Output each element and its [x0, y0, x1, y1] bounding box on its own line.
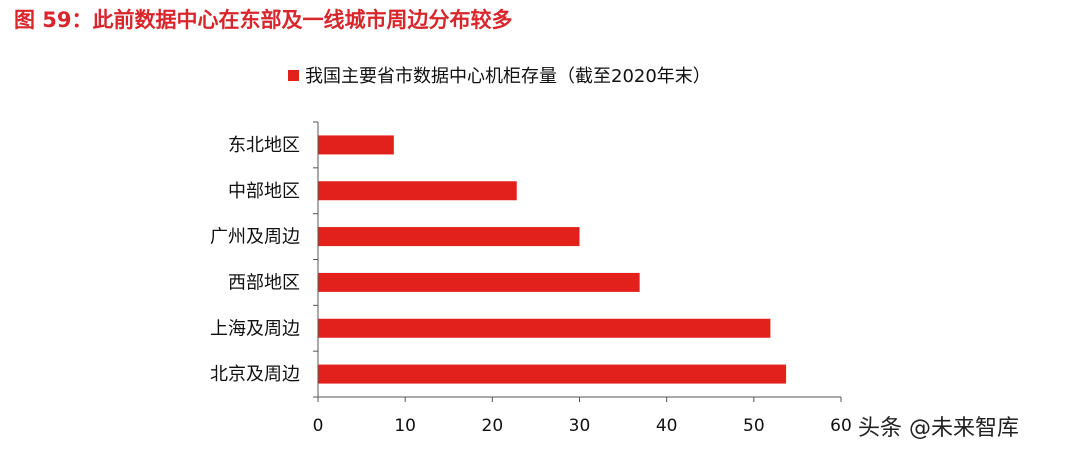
x-tick-label: 10: [394, 416, 416, 436]
legend-swatch: [288, 69, 299, 81]
chart-legend: 我国主要省市数据中心机柜存量（截至2020年末）: [288, 62, 711, 88]
watermark-text: 头条 @未来智库: [858, 416, 1019, 441]
legend-label: 我国主要省市数据中心机柜存量（截至2020年末）: [305, 66, 711, 87]
x-tick-label: 0: [313, 416, 324, 436]
category-label: 东北地区: [228, 135, 300, 156]
x-tick-label: 30: [569, 416, 591, 436]
x-tick-label: 50: [743, 416, 765, 436]
x-tick-label: 20: [482, 416, 504, 436]
category-label: 中部地区: [228, 181, 300, 202]
category-label: 上海及周边: [210, 318, 300, 339]
bar: [318, 272, 640, 292]
x-tick-label: 40: [656, 416, 678, 436]
bar: [318, 364, 787, 384]
bar: [318, 181, 517, 201]
bar: [318, 227, 580, 247]
category-label: 北京及周边: [210, 364, 300, 385]
bar: [318, 135, 394, 155]
category-label: 西部地区: [228, 272, 300, 293]
category-label: 广州及周边: [210, 227, 300, 248]
bar: [318, 318, 771, 338]
x-tick-label: 60: [830, 416, 852, 436]
figure-title: 图 59：此前数据中心在东部及一线城市周边分布较多: [14, 8, 513, 32]
